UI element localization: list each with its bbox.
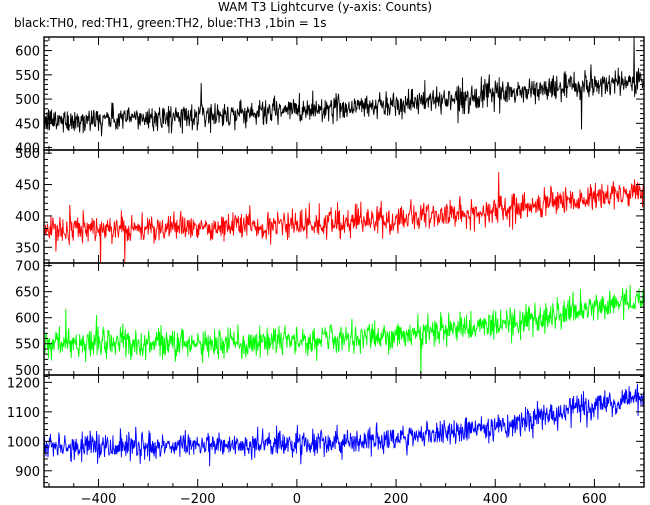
series-line-th2 [44,284,644,375]
panel-frame [43,374,645,488]
series-line-th0 [44,37,644,137]
series-line-th1 [44,172,644,263]
chart-subtitle: black:TH0, red:TH1, green:TH2, blue:TH3 … [14,16,327,30]
chart-title: WAM T3 Lightcurve (y-axis: Counts) [217,0,433,14]
x-tick-label: 200 [384,492,409,505]
y-tick-label: 700 [15,260,40,275]
panel-th3: 900 1000 1100 1200 −400 −200 0 200 400 600 [7,374,645,505]
x-tick-label: 600 [582,492,607,505]
y-tick-label: 650 [15,286,40,301]
y-tick-label: 1000 [7,435,40,450]
y-tick-label: 500 [15,364,40,379]
y-tick-label: 900 [15,465,40,480]
panel-th2: 500 550 600 650 700 [15,260,645,379]
y-tick-label: 450 [15,117,40,132]
x-tick-label: −200 [180,492,216,505]
y-tick-label: 600 [15,312,40,327]
x-tick-label: 400 [483,492,508,505]
y-tick-label: 1200 [7,376,40,391]
y-tick-label: 350 [15,241,40,256]
y-tick-label: 1100 [7,406,40,421]
y-tick-label: 400 [15,210,40,225]
y-tick-label: 600 [15,45,40,60]
y-tick-label: 500 [15,147,40,162]
x-tick-label: 0 [293,492,301,505]
y-tick-label: 450 [15,179,40,194]
panel-frame [43,262,645,376]
y-tick-label: 550 [15,69,40,84]
panel-th1: 350 400 450 500 [15,147,645,264]
x-tick-label: −400 [81,492,117,505]
series-line-th3 [44,383,644,467]
y-tick-label: 550 [15,338,40,353]
panels-group: 400 450 500 550 600 350 400 450 500 500 550 600 650 7… [7,36,645,505]
y-tick-label: 500 [15,93,40,108]
panel-th0: 400 450 500 550 600 [15,36,645,157]
y-tick-label: 400 [15,142,40,157]
